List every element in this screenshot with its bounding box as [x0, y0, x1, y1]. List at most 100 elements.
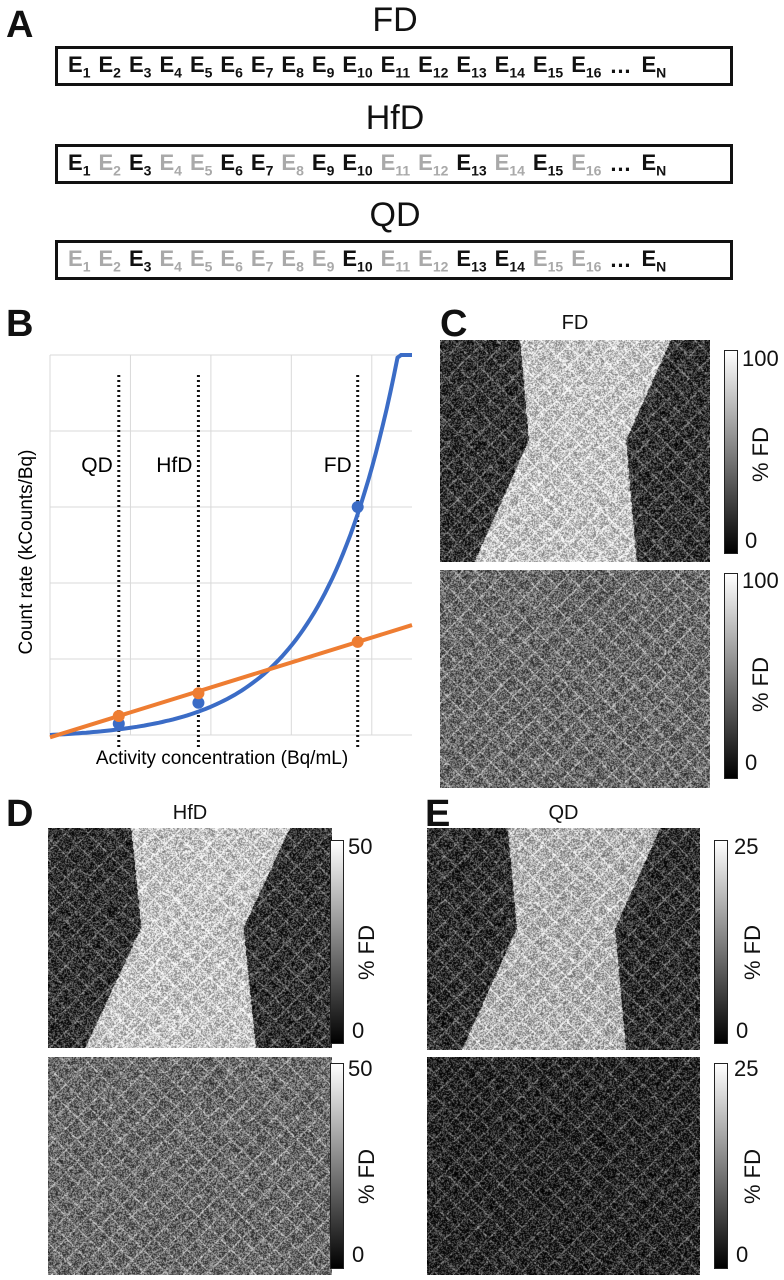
panel-d-bottom-axis-label: % FD — [354, 1149, 379, 1204]
panel-e-bottom-max: 25 — [734, 1056, 759, 1081]
event-3: E3 — [128, 51, 152, 81]
count-rate-chart: QD HfD FD Activity concentration (Bq/mL) C… — [16, 353, 413, 769]
panel-c-bottom-min: 0 — [745, 750, 758, 775]
event-12: E12 — [418, 149, 449, 179]
event-13: E13 — [456, 51, 487, 81]
event-4: E4 — [159, 149, 182, 179]
event-14: E14 — [494, 51, 525, 81]
event-2: E2 — [98, 51, 121, 81]
panel-d-top-min: 0 — [352, 1018, 365, 1043]
series-1-point-2 — [351, 635, 364, 648]
event-16: E16 — [571, 51, 602, 81]
panel-d-top-max: 50 — [348, 834, 373, 859]
series-0-point-2 — [351, 501, 364, 513]
event-13: E13 — [456, 245, 487, 275]
panel-d-bottom-image — [48, 1057, 332, 1275]
panel-c-top-colorbar — [724, 350, 738, 554]
panel-e-top-colorbar — [714, 840, 728, 1044]
panel-e-bottom-axis-label: % FD — [740, 1149, 765, 1204]
event-16: E16 — [571, 149, 602, 179]
event-12: E12 — [418, 51, 449, 81]
event-11: E11 — [380, 51, 411, 81]
event-6: E6 — [220, 149, 243, 179]
fd-event-sequence: E1 E2 E3 E4 E5 E6 E7 E8 E9 E10 E11 E12 E13 E14 E15 E16 …… — [55, 46, 733, 86]
event-3: E3 — [128, 149, 152, 179]
ellipsis: … — [609, 53, 632, 78]
event-15: E15 — [532, 245, 564, 275]
panel-c-top-axis-label: % FD — [748, 427, 773, 482]
panel-d-top-colorbar — [330, 840, 344, 1044]
panel-label-d: D — [6, 793, 34, 835]
panel-d-top-axis-label: % FD — [354, 925, 379, 980]
panel-label-c: C — [440, 303, 468, 345]
event-n: EN — [641, 51, 667, 81]
panel-d-title: HfD — [172, 802, 208, 824]
event-3: E3 — [128, 245, 152, 275]
event-14: E14 — [494, 149, 525, 179]
event-9: E9 — [311, 245, 335, 275]
y-axis-label: Count rate (kCounts/Bq) — [16, 450, 37, 655]
event-5: E5 — [189, 149, 213, 179]
panel-e-top-min: 0 — [736, 1018, 749, 1043]
marker-label-qd: QD — [81, 454, 113, 477]
panel-c-bottom-image — [440, 570, 710, 788]
event-5: E5 — [189, 245, 213, 275]
series-line-1 — [49, 623, 413, 740]
panel-c-top-min: 0 — [745, 528, 758, 553]
chart-grid — [49, 354, 412, 736]
marker-label-fd: FD — [324, 454, 352, 477]
series-1-point-1 — [192, 687, 205, 700]
panel-c-top-image — [440, 340, 710, 562]
event-2: E2 — [98, 149, 121, 179]
panel-e-bottom-min: 0 — [736, 1242, 749, 1267]
panel-e-bottom-image — [427, 1057, 700, 1275]
x-axis-label: Activity concentration (Bq/mL) — [96, 748, 348, 769]
event-6: E6 — [220, 51, 243, 81]
event-12: E12 — [418, 245, 449, 275]
panel-c-bottom-max: 100 — [742, 568, 779, 593]
panel-d-bottom-max: 50 — [348, 1056, 373, 1081]
panel-label-b: B — [6, 303, 34, 345]
event-8: E8 — [281, 245, 304, 275]
panel-e-top-axis-label: % FD — [740, 925, 765, 980]
event-8: E8 — [281, 51, 304, 81]
event-4: E4 — [159, 51, 182, 81]
event-9: E9 — [311, 51, 335, 81]
event-n: EN — [641, 149, 667, 179]
event-7: E7 — [250, 245, 274, 275]
event-1: E1 — [68, 245, 91, 275]
series-1-point-0 — [112, 710, 125, 722]
event-10: E10 — [342, 149, 373, 179]
event-1: E1 — [68, 51, 91, 81]
dose-markers: QD HfD FD — [81, 375, 360, 747]
panel-c-title: FD — [561, 312, 589, 334]
event-10: E10 — [342, 51, 373, 81]
panel-e-bottom-colorbar — [714, 1063, 728, 1269]
ellipsis: … — [609, 151, 632, 176]
hfd-event-sequence: E1 E2 E3 E4 E5 E6 E7 E8 E9 E10 E11 E12 E13 E14 E15 E16 …… — [55, 144, 733, 184]
hfd-sequence-title: HfD — [365, 99, 425, 137]
event-9: E9 — [311, 149, 335, 179]
event-14: E14 — [494, 245, 525, 275]
event-10: E10 — [342, 245, 373, 275]
panel-label-e: E — [425, 793, 451, 835]
qd-sequence-title: QD — [369, 196, 421, 234]
event-6: E6 — [220, 245, 243, 275]
panel-e-title: QD — [548, 802, 579, 824]
panel-e-top-max: 25 — [734, 834, 759, 859]
event-4: E4 — [159, 245, 182, 275]
series-line-0 — [49, 353, 412, 737]
event-15: E15 — [532, 149, 564, 179]
event-13: E13 — [456, 149, 487, 179]
event-15: E15 — [532, 51, 564, 81]
panel-e-top-image — [427, 828, 700, 1050]
panel-d-bottom-min: 0 — [352, 1242, 365, 1267]
event-2: E2 — [98, 245, 121, 275]
event-1: E1 — [68, 149, 91, 179]
event-5: E5 — [189, 51, 213, 81]
panel-c-bottom-axis-label: % FD — [748, 657, 773, 712]
ellipsis: … — [609, 247, 632, 272]
event-n: EN — [641, 245, 667, 275]
event-16: E16 — [571, 245, 602, 275]
event-8: E8 — [281, 149, 304, 179]
